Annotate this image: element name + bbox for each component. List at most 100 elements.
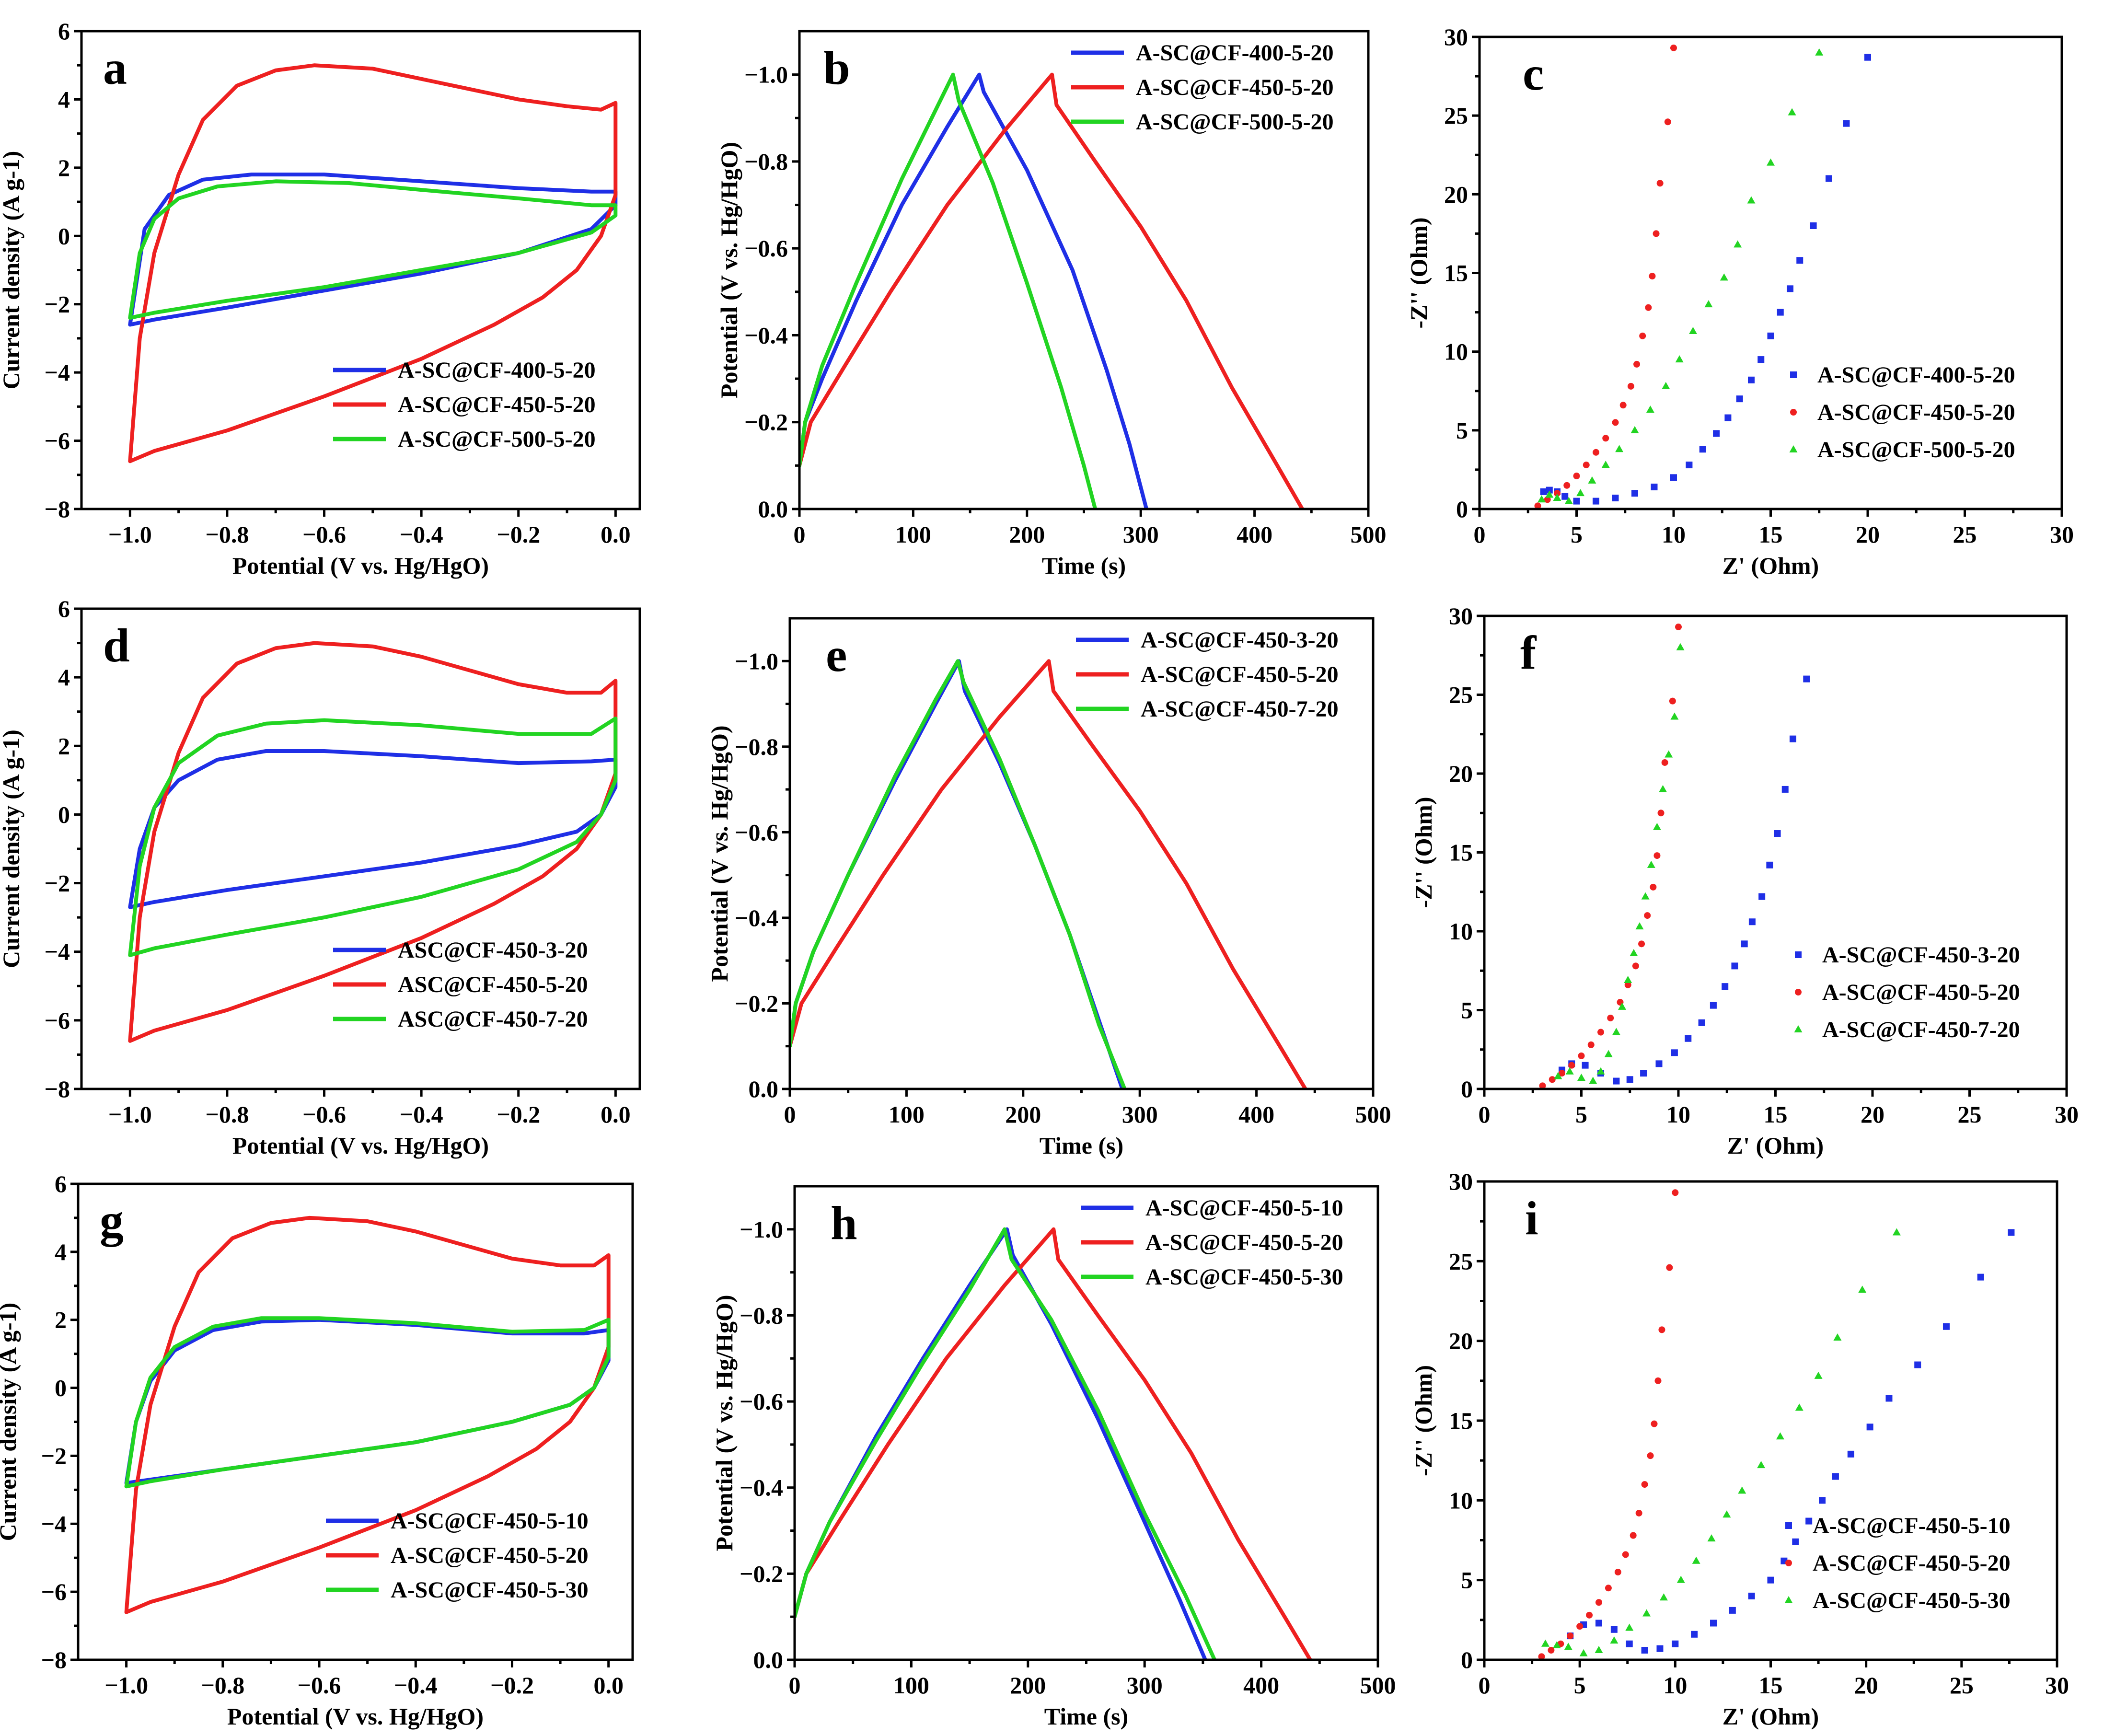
x-tick-label: 10 (1662, 521, 1686, 548)
y-tick-label: 0 (55, 1375, 67, 1401)
y-axis-label: -Z'' (Ohm) (1405, 218, 1432, 329)
data-point (1649, 273, 1656, 280)
x-axis-label: Time (s) (1044, 1703, 1128, 1730)
y-tick-label: 10 (1444, 338, 1468, 365)
data-point (1758, 893, 1766, 900)
data-point (1661, 759, 1668, 766)
data-point (1578, 1052, 1585, 1059)
data-point (1670, 44, 1677, 51)
legend: A-SC@CF-450-5-10 A-SC@CF-450-5-20 A-SC@CF-… (326, 1508, 589, 1603)
data-point (1582, 1062, 1589, 1069)
data-point (1546, 486, 1553, 494)
data-point (1567, 1632, 1574, 1640)
data-point (1638, 940, 1645, 948)
y-tick-label: −0.6 (740, 1388, 783, 1415)
x-tick-label: −0.4 (400, 1101, 443, 1128)
y-tick-label: 20 (1449, 760, 1473, 787)
panel-letter: d (103, 619, 130, 672)
legend-label: A-SC@CF-450-5-20 (1141, 662, 1339, 687)
x-tick-label: 10 (1666, 1101, 1690, 1128)
x-axis-label: Potential (V vs. Hg/HgO) (227, 1703, 484, 1730)
series-line-2 (795, 1227, 1312, 1660)
data-point (1595, 1599, 1602, 1606)
series-group (799, 72, 1305, 509)
legend-label: A-SC@CF-450-5-30 (391, 1577, 589, 1603)
data-point (1577, 1073, 1585, 1081)
data-point (1738, 1486, 1746, 1494)
data-point (1670, 712, 1679, 720)
data-point (1669, 697, 1676, 705)
y-tick-label: 15 (1449, 839, 1473, 866)
series-line-3 (799, 72, 1098, 509)
legend-label: ASC@CF-450-3-20 (398, 937, 588, 963)
x-tick-label: −0.6 (302, 1101, 346, 1128)
x-tick-label: −0.6 (302, 521, 346, 548)
data-point (1731, 962, 1738, 970)
y-tick-label: −6 (45, 428, 70, 454)
data-point (1618, 1002, 1627, 1010)
data-point (1545, 490, 1554, 498)
y-axis-label: Current density (A g-1) (0, 151, 24, 390)
data-point (1666, 1264, 1673, 1271)
series-group (795, 1227, 1312, 1660)
legend-label: A-SC@CF-500-5-20 (1136, 109, 1334, 135)
data-point (1635, 922, 1644, 930)
y-tick-label: −4 (41, 1510, 67, 1537)
panel-letter: c (1523, 47, 1544, 100)
series-line-1 (124, 1318, 611, 1485)
data-point (1615, 445, 1624, 452)
data-point (1589, 1076, 1597, 1084)
data-point (1639, 332, 1646, 339)
data-point (1805, 1517, 1813, 1525)
series-line-1 (128, 173, 618, 327)
panel-d: −1.0 −0.8 −0.6 −0.4 −0.2 0.0 −8 −6 −4 −2 0 2 4 6 Poten… (0, 595, 641, 1159)
y-tick-label: −0.4 (735, 904, 778, 931)
data-point (1613, 1077, 1620, 1085)
panel-letter: e (826, 628, 847, 682)
data-point (1792, 1538, 1799, 1545)
x-tick-label: 500 (1355, 1101, 1391, 1128)
y-tick-label: 15 (1449, 1407, 1473, 1434)
panel-f: 0 5 10 15 20 25 30 0 5 10 15 20 25 30 Z' (Ohm) -Z'' (Oh… (1410, 602, 2079, 1159)
data-point (1864, 54, 1871, 61)
series-group (1539, 624, 1810, 1089)
data-point (1630, 949, 1638, 957)
x-tick-label: 20 (1861, 1101, 1884, 1128)
panel-e: 0 100 200 300 400 500 0.0 −0.2 −0.4 −0.6 −0.8 −1.0 T… (706, 617, 1391, 1159)
legend: A-SC@CF-400-5-20 A-SC@CF-450-5-20 A-SC@CF-… (1071, 40, 1334, 135)
y-tick-label: 0 (1456, 496, 1468, 522)
x-tick-label: −0.2 (497, 1101, 540, 1128)
series-line-2 (124, 1215, 611, 1614)
data-point (1610, 1626, 1618, 1633)
y-tick-label: 30 (1444, 23, 1468, 50)
data-point (1662, 382, 1670, 389)
data-point (1604, 1050, 1613, 1057)
y-tick-label: 30 (1449, 1168, 1473, 1195)
legend: ASC@CF-450-3-20 ASC@CF-450-5-20 ASC@CF-450… (333, 937, 588, 1032)
y-tick-label: −6 (45, 1007, 70, 1034)
data-point (1588, 476, 1596, 484)
data-point (1747, 196, 1756, 204)
data-point (1595, 1620, 1602, 1627)
series-line-2 (128, 63, 618, 463)
x-tick-label: 400 (1243, 1672, 1279, 1699)
panel-a: −1.0 −0.8 −0.6 −0.4 −0.2 0.0 −8 −6 −4 −2 0 2 4 6 Poten… (0, 18, 641, 579)
data-point (1815, 48, 1824, 56)
legend: A-SC@CF-450-5-10 A-SC@CF-450-5-20 A-SC@CF-… (1784, 1513, 2011, 1613)
y-tick-label: −4 (45, 938, 70, 965)
data-point (1619, 402, 1627, 409)
y-axis-label: Current density (A g-1) (0, 729, 24, 968)
data-point (1670, 474, 1677, 481)
series-line-3 (124, 1316, 611, 1489)
legend-swatch (1790, 371, 1797, 378)
data-point (1767, 1576, 1774, 1584)
x-tick-label: −0.2 (497, 521, 540, 548)
data-point (1647, 860, 1655, 868)
series-group (124, 1215, 611, 1614)
legend-label: A-SC@CF-450-3-20 (1822, 942, 2020, 968)
series-line-3 (128, 717, 618, 957)
series-line-3 (790, 659, 1127, 1089)
y-tick-label: 10 (1449, 1487, 1473, 1514)
data-point (1602, 435, 1609, 442)
data-point (1579, 1649, 1588, 1656)
